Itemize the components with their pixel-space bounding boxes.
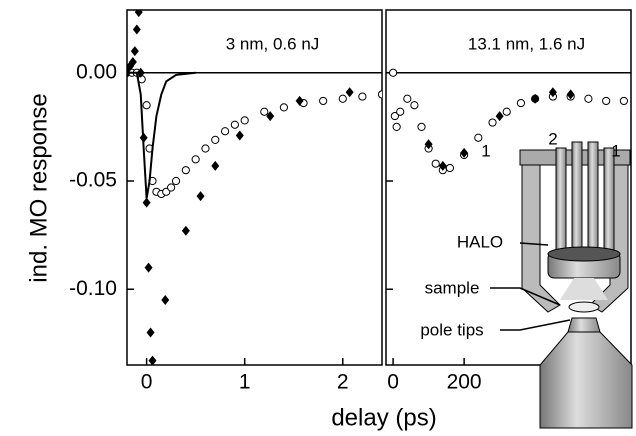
beam — [560, 278, 608, 300]
data-point — [220, 127, 230, 136]
data-point — [146, 327, 155, 338]
inset-diagram: 1 2 1 HALO sample pole tips — [420, 129, 633, 429]
data-point — [181, 166, 190, 175]
data-point — [602, 96, 611, 106]
data-point — [424, 139, 433, 150]
data-point — [128, 56, 137, 67]
sample-disc — [568, 301, 600, 313]
data-point — [144, 262, 153, 273]
inset-label: 1 — [481, 141, 490, 160]
data-point — [345, 87, 354, 98]
data-point — [358, 92, 367, 101]
data-point — [130, 46, 139, 57]
data-point — [438, 160, 447, 171]
series-group — [127, 10, 382, 365]
data-point — [474, 133, 483, 142]
pole-base — [539, 331, 633, 429]
data-point — [167, 183, 176, 192]
series-group — [389, 68, 628, 175]
leader — [490, 287, 561, 306]
inset-label: sample — [425, 278, 480, 297]
x-tick-label: 200 — [447, 371, 482, 394]
rod — [571, 141, 583, 253]
data-point — [396, 107, 405, 116]
data-point — [392, 122, 401, 131]
data-point — [295, 95, 304, 106]
data-point — [431, 159, 440, 168]
data-point — [171, 176, 181, 186]
data-point — [319, 96, 328, 106]
x-tick-label: 0 — [387, 371, 399, 394]
data-point — [127, 61, 134, 72]
fit-line — [127, 71, 196, 199]
data-point — [516, 98, 526, 108]
annotation: 3 nm, 0.6 nJ — [226, 34, 320, 53]
x-tick-label: 1 — [239, 371, 251, 394]
inset-label: HALO — [457, 232, 503, 251]
data-point — [403, 94, 412, 103]
data-point — [196, 191, 205, 202]
data-point — [266, 111, 275, 122]
data-point — [566, 89, 575, 100]
data-point — [201, 144, 210, 153]
halo-top — [547, 246, 621, 262]
data-point — [181, 225, 190, 236]
data-point — [488, 118, 497, 127]
data-point — [531, 93, 540, 104]
data-point — [230, 120, 239, 129]
rod — [587, 141, 599, 253]
data-point — [279, 103, 289, 112]
plots: 0.00 -0.05 -0.10 0 1 2 3 nm, 0.6 nJ ind. MO res… — [25, 9, 632, 431]
rod — [555, 147, 567, 254]
data-point — [148, 355, 157, 365]
data-point — [502, 107, 511, 116]
data-point — [191, 155, 200, 164]
data-point — [260, 107, 269, 116]
data-point — [445, 163, 455, 173]
data-point — [211, 135, 220, 144]
y-tick-label: -0.10 — [69, 277, 117, 300]
data-point — [410, 101, 419, 110]
y-axis-label: ind. MO response — [25, 93, 52, 282]
data-point — [390, 111, 399, 121]
data-point — [377, 90, 382, 99]
inset-label: 2 — [548, 129, 557, 148]
data-point — [240, 116, 249, 125]
inset-label: pole tips — [420, 320, 483, 339]
data-point — [235, 130, 244, 141]
annotation: 13.1 nm, 1.6 nJ — [468, 34, 585, 53]
data-point — [548, 87, 557, 98]
data-point — [161, 295, 170, 306]
x-axis-label: delay (ps) — [331, 404, 436, 431]
y-tick-label: -0.05 — [69, 169, 117, 192]
data-point — [584, 94, 593, 103]
data-point — [136, 67, 145, 78]
data-point — [389, 68, 398, 77]
data-point — [142, 101, 151, 110]
leader — [500, 319, 571, 331]
y-tick-label: 0.00 — [76, 60, 117, 83]
x-tick-label: 2 — [337, 371, 349, 394]
pole-tip — [567, 317, 601, 333]
x-tick-label: 0 — [141, 371, 153, 394]
leader — [519, 242, 549, 246]
data-point — [619, 96, 628, 106]
plot-frame — [126, 9, 383, 366]
data-point — [134, 10, 143, 18]
data-point — [417, 122, 426, 131]
data-point — [460, 147, 469, 158]
housing-left — [521, 164, 561, 313]
data-point — [132, 24, 141, 35]
plot-frame — [385, 9, 632, 366]
data-point — [338, 94, 347, 103]
rod — [603, 147, 615, 254]
data-point — [495, 111, 504, 122]
inset-label: 1 — [611, 141, 620, 160]
data-point — [142, 197, 151, 208]
data-point — [211, 160, 220, 171]
